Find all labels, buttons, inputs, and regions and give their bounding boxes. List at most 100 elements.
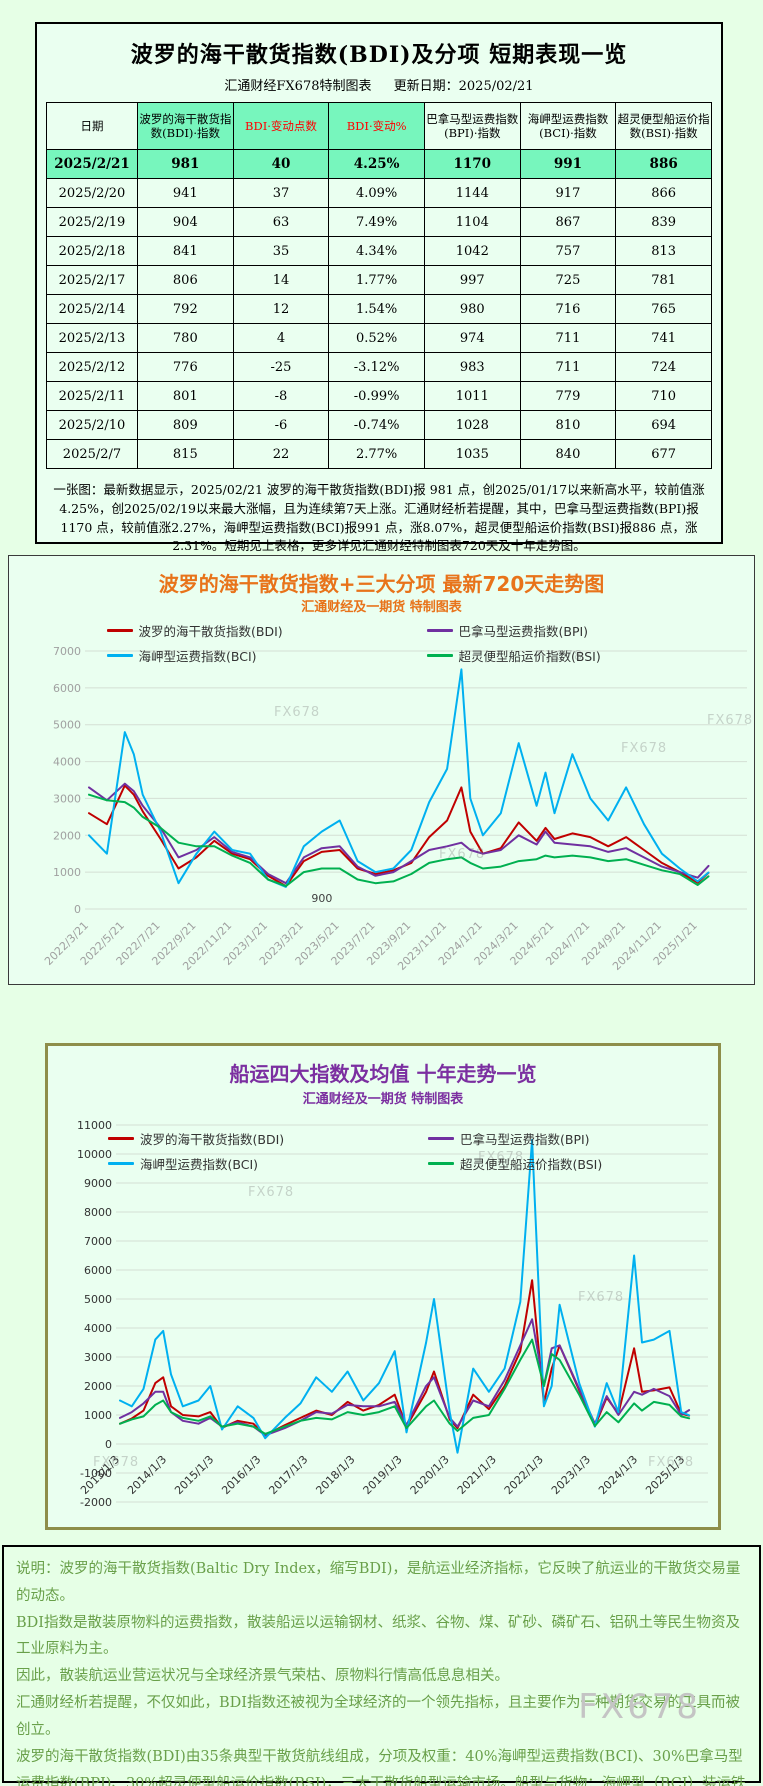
legend-row: 波罗的海干散货指数(BDI) 巴拿马型运费指数(BPI) [48,1126,718,1151]
table-row: 2025/2/10 809 -6 -0.74% 1028 810 694 [46,410,712,440]
table-cell: 2025/2/19 [46,207,138,237]
y-axis-label: 1000 [84,1409,112,1422]
table-cell: 2025/2/10 [46,410,138,440]
bpi-line-swatch [428,1137,454,1140]
legend-row: 海岬型运费指数(BCI) 超灵便型船运价指数(BSI) [48,1151,718,1176]
table-cell: 1042 [423,236,521,266]
y-axis-label: 8000 [84,1206,112,1219]
table-cell: 983 [423,352,521,382]
table-cell: 809 [137,410,234,440]
table-cell: 974 [423,323,521,353]
fx678-watermark: FX678 [578,1687,701,1727]
y-axis-label: 7000 [84,1235,112,1248]
series-line-3 [88,793,710,888]
y-axis-label: 2000 [53,829,81,842]
table-cell: 904 [137,207,234,237]
bdi-data-table: 日期 波罗的海干散货指数(BDI)·指数 BDI·变动点数 BDI·变动% 巴拿马型运费… [46,102,712,469]
y-axis-label: 4000 [84,1322,112,1335]
table-cell: 840 [519,439,617,469]
table-cell: 867 [519,207,617,237]
table-row: 2025/2/21 981 40 4.25% 1170 991 886 [46,149,712,179]
table-row: 2025/2/20 941 37 4.09% 1144 917 866 [46,178,712,208]
table-cell: 741 [615,323,712,353]
x-axis-label: 2017/1/3 [266,1453,310,1497]
fx678-watermark: FX678 [93,1455,139,1470]
table-cell: 12 [232,294,330,324]
legend-label-bci: 海岬型运费指数(BCI) [138,649,257,664]
table-cell: 1144 [423,178,521,208]
bci-line-swatch [106,654,133,657]
table-cell: 4 [232,323,330,353]
table-cell: 711 [519,352,617,382]
table-cell: 806 [137,265,234,295]
table-row: 2025/2/14 792 12 1.54% 980 716 765 [46,294,712,324]
table-cell: -8 [232,381,330,411]
column-header: 波罗的海干散货指数(BDI)·指数 [137,102,234,150]
y-axis-label: 0 [105,1438,112,1451]
table-cell: 694 [615,410,712,440]
table-cell: 941 [137,178,234,208]
y-axis-label: 0 [74,903,81,916]
y-axis-label: 7000 [53,645,81,658]
legend-label-bci: 海岬型运费指数(BCI) [140,1157,259,1172]
legend-row: 波罗的海干散货指数(BDI) 巴拿马型运费指数(BPI) [9,618,754,643]
table-cell: 724 [615,352,712,382]
x-axis-label: 2024/1/3 [596,1453,640,1497]
x-axis-label: 2023/1/3 [549,1453,593,1497]
table-cell: 2025/2/14 [46,294,138,324]
y-axis-label: -2000 [80,1496,112,1509]
table-cell: 725 [519,265,617,295]
y-axis-label: 5000 [53,719,81,732]
table-cell: 35 [232,236,330,266]
table-cell: 4.09% [328,178,425,208]
table-cell: 792 [137,294,234,324]
legend-label-bsi: 超灵便型船运价指数(BSI) [458,649,601,664]
fx678-watermark: FX678 [648,1455,694,1470]
y-axis-label: 1000 [53,866,81,879]
table-header: 日期 波罗的海干散货指数(BDI)·指数 BDI·变动点数 BDI·变动% 巴拿马型运费… [46,102,712,150]
legend-item-bsi: 超灵便型船运价指数(BSI) [426,646,657,665]
table-cell: 866 [615,178,712,208]
table-cell: 1011 [423,381,521,411]
table-cell: 801 [137,381,234,411]
footer-line: 汇通财经析若提醒，不仅如此，BDI指数还被视为全球经济的一个领先指标，且主要作为… [16,1695,741,1738]
table-cell: 2025/2/12 [46,352,138,382]
column-header: 巴拿马型运费指数(BPI)·指数 [423,102,521,150]
table-cell: 711 [519,323,617,353]
table-cell: 37 [232,178,330,208]
table-cell: 997 [423,265,521,295]
legend-item-bdi: 波罗的海干散货指数(BDI) [108,1129,338,1148]
table-cell: 841 [137,236,234,266]
table-source: 汇通财经FX678特制图表 [224,79,372,94]
table-cell: 776 [137,352,234,382]
chart-720day-section: 波罗的海干散货指数+三大分项 最新720天走势图 汇通财经及一期货 特制图表 波… [8,555,755,985]
table-cell: -0.74% [328,410,425,440]
table-title: 波罗的海干散货指数(BDI)及分项 短期表现一览 [130,42,628,68]
table-cell: 2025/2/13 [46,323,138,353]
fx678-watermark: FX678 [707,713,753,728]
x-axis-label: 2019/1/3 [361,1453,405,1497]
bdi-line-swatch [108,1137,134,1140]
bci-line-swatch [108,1162,134,1165]
series-line-3 [119,1338,691,1435]
table-cell: 2025/2/18 [46,236,138,266]
column-header: 海岬型运费指数(BCI)·指数 [519,102,617,150]
table-cell: 1170 [423,149,521,179]
x-axis-label: 2022/1/3 [502,1453,546,1497]
table-cell: 765 [615,294,712,324]
table-cell: 839 [615,207,712,237]
legend-item-bci: 海岬型运费指数(BCI) [108,1154,338,1173]
bsi-line-swatch [426,654,453,657]
table-cell: 2025/2/17 [46,265,138,295]
table-header-row: 日期 波罗的海干散货指数(BDI)·指数 BDI·变动点数 BDI·变动% 巴拿马型运费… [46,102,712,150]
y-axis-label: 3000 [53,792,81,805]
series-line-2 [119,1138,691,1454]
bdi-table-section: 波罗的海干散货指数(BDI)及分项 短期表现一览 汇通财经FX678特制图表 更… [35,22,723,553]
table-cell: 22 [232,439,330,469]
footer-line: 波罗的海干散货指数(BDI)由35条典型干散货航线组成，分项及权重：40%海岬型… [16,1748,746,1786]
table-cell: 1.77% [328,265,425,295]
legend-item-bdi: 波罗的海干散货指数(BDI) [106,621,337,640]
fx678-watermark: FX678 [537,649,583,664]
table-row: 2025/2/7 815 22 2.77% 1035 840 677 [46,439,712,469]
x-axis-label: 2021/1/3 [455,1453,499,1497]
